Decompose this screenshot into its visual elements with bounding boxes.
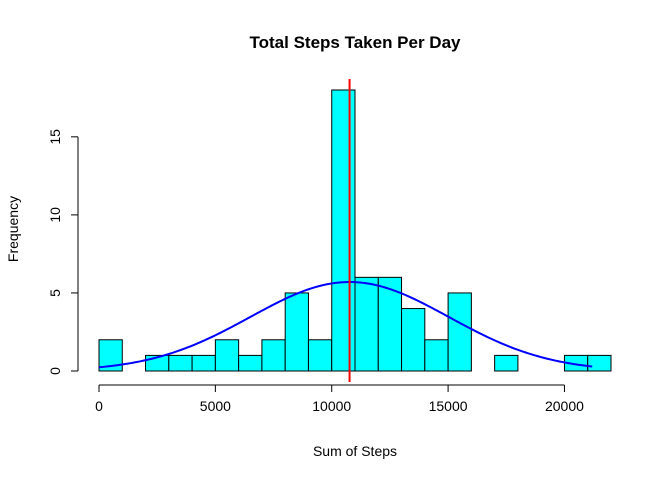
histogram-bar — [494, 354, 519, 372]
histogram-bar — [98, 339, 123, 372]
bars-group — [98, 89, 612, 372]
x-tick-label: 10000 — [312, 398, 351, 414]
histogram-bar — [447, 292, 472, 372]
histogram-bar — [214, 339, 240, 372]
overlays-group — [98, 79, 593, 382]
histogram-bar — [331, 89, 356, 372]
histogram-bar — [401, 308, 426, 372]
histogram-bar — [168, 354, 193, 372]
x-axis-label: Sum of Steps — [313, 443, 397, 459]
histogram-bar — [587, 354, 612, 372]
x-tick-label: 5000 — [200, 398, 231, 414]
histogram-bar — [307, 339, 333, 372]
normal-curve — [98, 281, 593, 369]
y-tick-label: 10 — [47, 207, 63, 223]
histogram-bar — [284, 292, 309, 372]
histogram-bar — [238, 354, 263, 372]
y-tick-label: 5 — [47, 289, 63, 297]
x-axis: 0 5000 10000 15000 20000 — [95, 384, 584, 414]
histogram-bar — [354, 276, 379, 372]
chart-title: Total Steps Taken Per Day — [250, 33, 462, 52]
x-tick-label: 15000 — [429, 398, 468, 414]
y-tick-label: 15 — [47, 129, 63, 145]
histogram-bar — [424, 339, 449, 372]
histogram-bar — [191, 354, 216, 372]
y-axis: 0 5 10 15 — [47, 129, 79, 375]
x-tick-label: 20000 — [545, 398, 584, 414]
histogram-bar — [261, 339, 286, 372]
y-tick-label: 0 — [47, 367, 63, 375]
x-tick-label: 0 — [95, 398, 103, 414]
y-axis-label: Frequency — [5, 196, 21, 262]
